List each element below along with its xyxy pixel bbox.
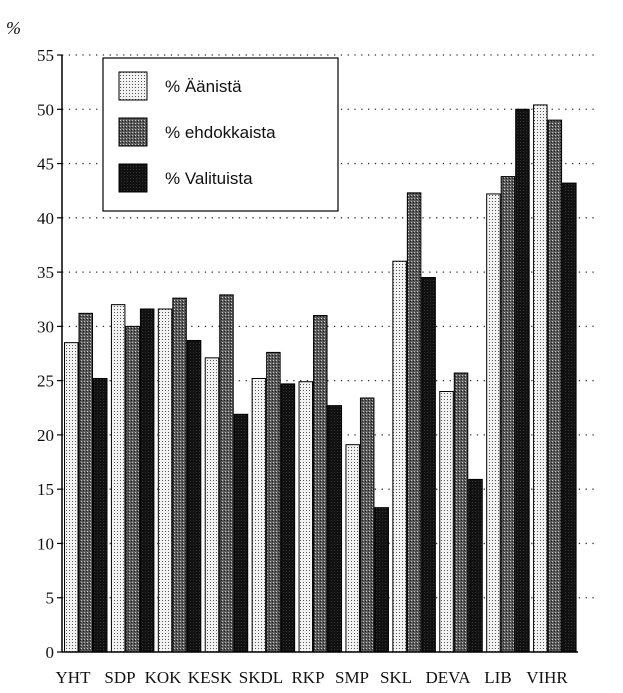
bar-rkp-series-3	[327, 405, 343, 653]
x-category-label: SMP	[335, 668, 369, 687]
x-category-label: KOK	[145, 668, 183, 687]
bar-kesk-series-1	[204, 357, 220, 653]
bar-sdp-series-2	[125, 325, 140, 653]
x-category-label: RKP	[291, 668, 324, 687]
legend-swatch-series-2	[118, 117, 148, 147]
y-tick-label: 45	[37, 155, 54, 174]
bar-vihr-series-3	[562, 182, 577, 653]
bar-smp-series-3	[374, 507, 389, 653]
y-tick-label: 15	[37, 480, 54, 499]
bar-yht-series-2	[78, 312, 93, 653]
y-tick-label: 40	[37, 209, 54, 228]
x-category-label: SDP	[104, 668, 135, 687]
bar-skdl-series-1	[251, 377, 267, 653]
bar-skl-series-2	[406, 192, 422, 653]
bar-rkp-series-2	[313, 315, 328, 653]
y-tick-label: 10	[37, 534, 54, 553]
bar-lib-series-3	[515, 108, 530, 653]
bar-yht-series-3	[93, 377, 108, 653]
bar-skdl-series-3	[280, 383, 296, 653]
bar-lib-series-2	[500, 176, 516, 653]
bar-sdp-series-1	[110, 304, 126, 653]
y-tick-label: 25	[37, 372, 54, 391]
y-tick-label: 50	[37, 100, 54, 119]
y-tick-label: 35	[37, 263, 54, 282]
x-category-label: SKDL	[239, 668, 283, 687]
bar-deva-series-3	[468, 478, 483, 653]
x-category-label: SKL	[380, 668, 412, 687]
bar-skl-series-1	[392, 260, 407, 653]
bar-kok-series-3	[186, 339, 202, 653]
bar-skdl-series-2	[266, 351, 281, 653]
y-tick-label: 5	[46, 589, 55, 608]
bar-kesk-series-2	[219, 294, 234, 653]
x-category-label: LIB	[484, 668, 511, 687]
bar-smp-series-1	[345, 444, 360, 653]
bar-yht-series-1	[64, 342, 79, 653]
bar-vihr-series-2	[547, 119, 563, 653]
bar-sdp-series-3	[139, 308, 155, 653]
bar-kesk-series-3	[233, 413, 249, 653]
legend: % Äänistä % ehdokkaista % Valituista	[102, 57, 339, 212]
y-tick-label: 30	[37, 317, 54, 336]
x-axis-labels: YHT SDP KOK KESK SKDL RKP SMP SKL DEVA LIB VIHR	[56, 668, 569, 687]
legend-swatch-series-3	[118, 163, 148, 193]
bar-deva-series-2	[453, 372, 469, 653]
bar-kok-series-1	[157, 308, 173, 653]
y-tick-label: 55	[37, 46, 54, 65]
bars	[64, 104, 577, 653]
y-tick-label: 0	[46, 643, 55, 662]
y-axis-unit-label: %	[6, 18, 21, 38]
bar-kok-series-2	[172, 297, 187, 653]
bar-lib-series-1	[486, 193, 501, 653]
x-category-label: KESK	[188, 668, 233, 687]
bar-deva-series-1	[439, 390, 454, 653]
x-category-label: YHT	[56, 668, 92, 687]
legend-label-series-1: % Äänistä	[165, 77, 242, 96]
x-category-label: DEVA	[425, 668, 471, 687]
bar-skl-series-3	[421, 277, 436, 653]
legend-label-series-3: % Valituista	[165, 169, 253, 188]
bar-vihr-series-1	[533, 104, 548, 653]
legend-swatch-series-1	[118, 71, 148, 101]
bar-rkp-series-1	[298, 381, 314, 653]
x-category-label: VIHR	[526, 668, 568, 687]
bar-smp-series-2	[359, 397, 375, 653]
y-axis-ticks: 0 5 10 15 20 25 30 35 40 45 50 55	[37, 46, 62, 662]
y-tick-label: 20	[37, 426, 54, 445]
legend-label-series-2: % ehdokkaista	[165, 123, 276, 142]
